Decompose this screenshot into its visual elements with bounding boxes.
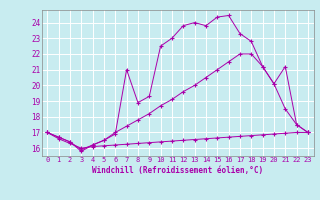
X-axis label: Windchill (Refroidissement éolien,°C): Windchill (Refroidissement éolien,°C): [92, 166, 263, 175]
